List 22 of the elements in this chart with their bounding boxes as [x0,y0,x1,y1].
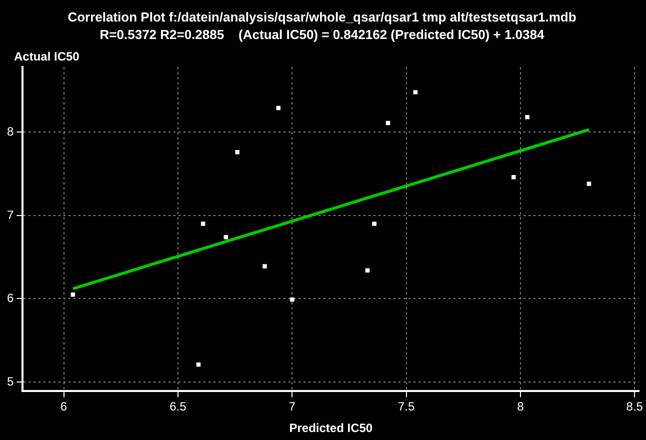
y-tick-label: 8 [6,124,14,138]
chart-title: Correlation Plot f:/datein/analysis/qsar/whole_qsar/qsar1 tmp alt/testsetqsar1.mdb [68,9,576,24]
y-tick-label: 5 [6,374,14,388]
point [525,115,530,120]
chart-subtitle: R=0.5372 R2=0.2885 (Actual IC50) = 0.842162 (Predicted IC50) + 1.0384 [100,26,545,42]
x-tick-label: 8 [517,400,524,414]
x-axis-title: Predicted IC50 [289,421,373,436]
x-tick-label: 6.5 [170,400,187,414]
point [235,150,240,154]
y-axis-title: Actual IC50 [14,50,80,64]
x-tick-label: 6 [60,400,68,414]
x-tick-label: 7.5 [398,400,415,414]
y-tick-label: 7 [6,208,14,222]
y-tick-label: 6 [6,291,14,306]
point [262,264,267,268]
point [511,175,516,180]
point [586,182,592,186]
point [413,90,418,94]
point [200,222,206,226]
point [372,222,376,226]
x-tick-label: 7 [288,400,296,414]
x-tick-label: 8.5 [626,400,644,414]
